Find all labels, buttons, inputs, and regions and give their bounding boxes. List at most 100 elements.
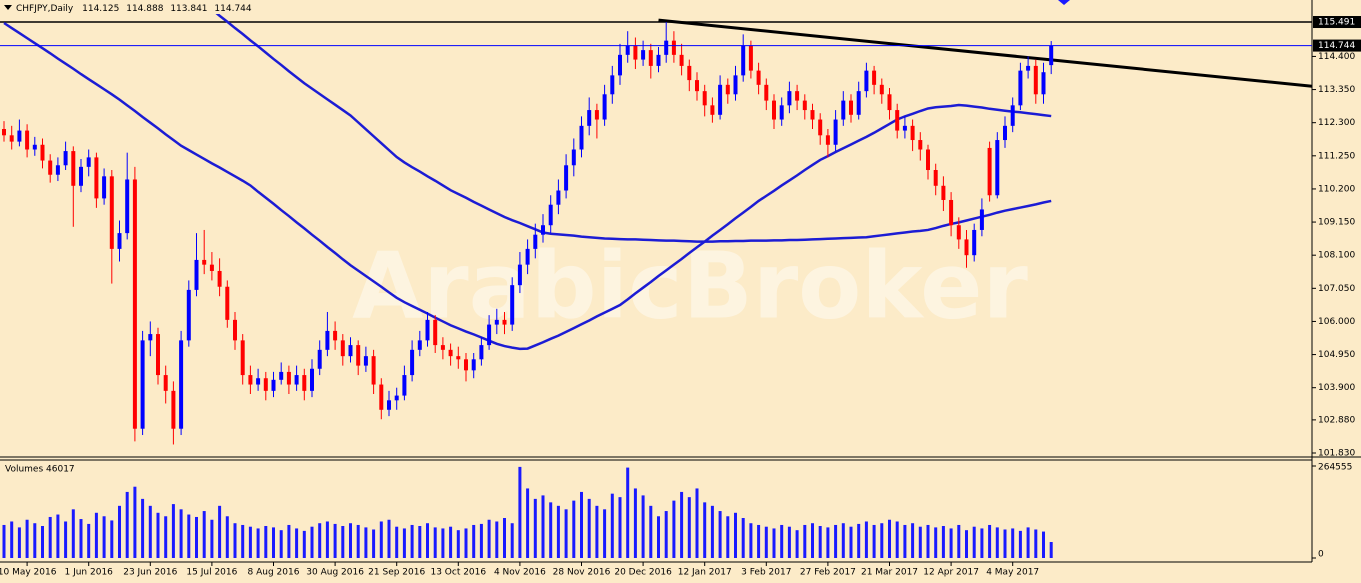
x-tick-label: 1 Jun 2016 xyxy=(64,568,113,578)
volume-bar xyxy=(418,526,422,558)
candle-body xyxy=(494,319,499,325)
volume-bar xyxy=(780,524,784,558)
candle-body xyxy=(55,165,60,175)
candle-body xyxy=(425,319,430,341)
candle-body xyxy=(433,319,438,346)
shift-marker xyxy=(1058,0,1070,5)
hline-label: 115.491 xyxy=(1318,18,1355,28)
volume-bar xyxy=(664,511,668,558)
candle-body xyxy=(594,110,599,120)
candle-body xyxy=(872,70,877,85)
y-tick-label: 113.350 xyxy=(1318,85,1355,95)
candle-body xyxy=(1010,105,1015,126)
candle-body xyxy=(202,259,207,265)
volume-bar xyxy=(487,519,491,558)
x-tick-label: 20 Dec 2016 xyxy=(614,568,672,578)
candle-body xyxy=(186,289,191,341)
candle-body xyxy=(294,375,299,385)
candle-body xyxy=(348,345,353,357)
volume-bar xyxy=(1049,541,1053,558)
candle-body xyxy=(995,140,1000,196)
volume-bar xyxy=(456,530,460,558)
candle-body xyxy=(849,100,853,115)
volume-bar xyxy=(610,493,614,558)
volume-bar xyxy=(125,491,129,558)
candle-body xyxy=(387,400,391,410)
volume-bar xyxy=(772,528,776,558)
x-tick-label: 30 Aug 2016 xyxy=(306,568,364,578)
candle-body xyxy=(156,334,160,376)
volume-bar xyxy=(325,521,329,558)
chart-header: CHFJPY,Daily 114.125 114.888 113.841 114… xyxy=(16,4,252,14)
volume-bar xyxy=(641,495,645,558)
volume-tick-label: 0 xyxy=(1318,550,1324,560)
volume-bar xyxy=(410,524,414,558)
volume-panel xyxy=(2,466,1053,558)
price-panel xyxy=(0,14,1312,445)
candle-body xyxy=(63,151,68,166)
volume-bar xyxy=(318,523,322,558)
y-tick-label: 104.950 xyxy=(1318,350,1355,360)
candle-body xyxy=(902,125,907,131)
volume-bar xyxy=(749,523,753,558)
candle-body xyxy=(802,100,807,111)
volume-bar xyxy=(710,505,714,558)
candle-body xyxy=(625,45,630,55)
volume-bar xyxy=(426,523,429,558)
axes: 101.830 102.880 103.900 104.950 106.000 107.0… xyxy=(0,16,1361,578)
volume-bar xyxy=(495,521,499,558)
volume-bar xyxy=(649,505,653,558)
volume-bar xyxy=(1011,528,1015,558)
candle-body xyxy=(787,91,792,106)
candle-body xyxy=(325,330,330,350)
volume-bar xyxy=(911,523,915,558)
volume-bar xyxy=(402,528,406,558)
volume-bar xyxy=(757,524,761,558)
volume-bar xyxy=(811,523,814,558)
candle-body xyxy=(417,340,422,350)
candle-body xyxy=(1018,70,1023,106)
volume-bar xyxy=(256,528,260,558)
candle-body xyxy=(271,379,276,391)
volume-bar xyxy=(279,530,283,558)
volume-bar xyxy=(549,502,553,558)
volume-bar xyxy=(179,509,183,558)
volume-bar xyxy=(141,498,145,558)
candle-body xyxy=(25,130,30,150)
candle-body xyxy=(448,349,453,357)
candle-body xyxy=(825,135,830,145)
candle-body xyxy=(71,151,76,186)
candle-body xyxy=(394,395,399,401)
volume-bar xyxy=(356,524,360,558)
volume-bar xyxy=(64,521,68,558)
volume-bar xyxy=(349,523,352,558)
x-tick-label: 12 Jan 2017 xyxy=(678,568,732,578)
candle-body xyxy=(656,54,661,66)
candle-body xyxy=(910,125,915,141)
y-tick-label: 108.100 xyxy=(1318,251,1355,261)
volume-bar xyxy=(572,500,576,558)
candle-body xyxy=(125,179,130,234)
volume-title: Volumes 46017 xyxy=(5,465,75,475)
candle-body xyxy=(479,345,484,360)
candle-body xyxy=(140,340,145,429)
watermark: ArabicBroker xyxy=(352,232,1028,339)
candle-body xyxy=(564,165,569,191)
volume-bar xyxy=(903,524,907,558)
candle-body xyxy=(109,176,114,249)
volume-bar xyxy=(110,520,114,558)
candle-body xyxy=(209,264,214,271)
menu-arrow xyxy=(4,5,12,10)
candle-body xyxy=(864,70,869,92)
candle-body xyxy=(610,75,615,95)
volume-bar xyxy=(264,526,268,558)
candle-body xyxy=(248,375,253,385)
volume-bar xyxy=(603,509,607,558)
volume-bar xyxy=(171,504,175,558)
volume-bar xyxy=(310,526,314,558)
x-tick-label: 27 Feb 2017 xyxy=(800,568,856,578)
candle-body xyxy=(317,349,322,369)
volume-bar xyxy=(764,526,768,558)
price-box xyxy=(1313,39,1361,52)
candle-body xyxy=(171,390,176,429)
